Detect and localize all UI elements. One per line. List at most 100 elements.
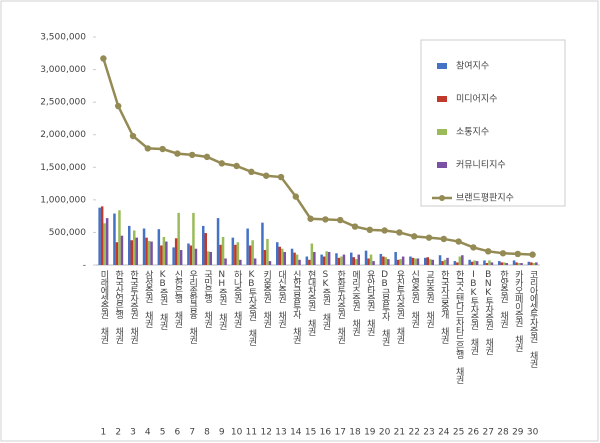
line-point — [514, 250, 521, 258]
bar — [268, 261, 272, 265]
line-point — [203, 153, 211, 161]
x-rank-label: 18 — [349, 428, 361, 438]
bar — [239, 259, 242, 265]
bar — [426, 257, 429, 265]
bar — [313, 251, 316, 265]
x-tick-label: 키움증권 채권 — [261, 270, 271, 328]
y-tick-label: 3,500,000 — [40, 33, 86, 43]
line-point — [440, 235, 447, 243]
line-point — [144, 145, 151, 152]
x-rank-label: 1 — [101, 428, 107, 438]
bar — [468, 259, 471, 265]
x-rank-label: 14 — [290, 428, 302, 438]
bar — [431, 259, 434, 265]
bar — [456, 262, 459, 265]
bar — [458, 256, 462, 265]
line-point — [455, 238, 462, 245]
bar — [290, 248, 294, 265]
bar — [520, 263, 523, 265]
x-tick-label: 미래에셋증권 채권 — [98, 270, 108, 344]
bar — [461, 255, 464, 265]
bar — [527, 261, 531, 265]
bar — [103, 223, 106, 265]
legend-label: 브랜드평판지수 — [456, 193, 514, 204]
x-rank-label: 28 — [497, 428, 509, 438]
x-rank-label: 13 — [275, 428, 286, 438]
bar — [298, 259, 301, 265]
line-point — [115, 102, 122, 110]
bar — [145, 237, 148, 265]
x-rank-label: 26 — [468, 428, 480, 438]
x-rank-label: 3 — [130, 428, 136, 438]
bar — [202, 225, 205, 265]
legend-swatch-dot — [439, 195, 445, 201]
y-tick-label: - — [83, 261, 86, 271]
bar — [399, 259, 402, 265]
bar — [503, 262, 506, 265]
bar — [322, 256, 326, 265]
x-tick-label: 코리아에셋투자증권 채권 — [528, 270, 538, 368]
x-tick-label: 교보증권 채권 — [424, 270, 434, 328]
bar — [488, 260, 491, 265]
x-tick-label: KB증권 채권 — [158, 270, 168, 330]
line-point — [307, 215, 314, 222]
bar — [231, 237, 235, 265]
x-tick-label: 대신증권 채권 — [276, 270, 286, 328]
bar — [414, 258, 417, 265]
bar — [438, 255, 442, 265]
x-tick-label: 신한금융투자 채권 — [291, 270, 301, 344]
bar — [209, 251, 212, 265]
line-point — [322, 216, 329, 223]
bar — [142, 228, 146, 265]
bar — [470, 261, 474, 265]
line-point — [263, 172, 270, 179]
x-rank-label: 5 — [160, 428, 166, 438]
bar — [130, 240, 133, 265]
bar — [192, 212, 195, 265]
bar — [219, 244, 222, 265]
bar — [266, 238, 269, 265]
bar — [133, 230, 136, 265]
bar — [350, 252, 353, 265]
x-rank-label: 27 — [482, 428, 493, 438]
y-tick-label: 1,000,000 — [40, 195, 86, 205]
x-rank-label: 24 — [438, 428, 450, 438]
line-point — [351, 223, 359, 230]
bar — [396, 259, 400, 265]
x-rank-label: 21 — [394, 428, 405, 438]
bar — [337, 257, 341, 265]
bar — [384, 257, 388, 265]
bar — [204, 233, 207, 265]
y-tick-label: 3,000,000 — [40, 65, 86, 75]
bar — [128, 225, 131, 265]
bar — [517, 263, 521, 265]
line-point — [277, 173, 285, 181]
bar — [105, 218, 109, 265]
legend-label: 커뮤니티지수 — [456, 160, 506, 171]
x-tick-label: 하나증권 채권 — [232, 270, 242, 328]
bar — [498, 261, 501, 265]
x-tick-label: 메리츠증권 채권 — [350, 270, 360, 336]
line-point — [100, 55, 107, 62]
bar — [352, 257, 355, 265]
line-point — [470, 244, 477, 251]
x-tick-label: KB투자증권 채권 — [246, 270, 256, 346]
line-point — [411, 233, 418, 240]
bar — [409, 256, 412, 265]
x-rank-label: 16 — [320, 428, 332, 438]
x-rank-label: 17 — [334, 428, 345, 438]
bar — [207, 251, 210, 265]
x-rank-label: 6 — [175, 428, 181, 438]
bar — [355, 259, 358, 265]
bar — [394, 251, 397, 265]
x-rank-label: 11 — [246, 428, 257, 438]
bar — [263, 250, 267, 265]
legend-swatch — [437, 63, 447, 69]
x-tick-label: 한국자금중개 채권 — [439, 270, 449, 344]
bar — [443, 259, 447, 265]
bar — [98, 207, 101, 265]
x-rank-label: 2 — [115, 428, 121, 438]
bar — [179, 250, 183, 265]
x-rank-label: 9 — [219, 428, 225, 438]
x-tick-label: 신한은행 채권 — [172, 270, 182, 328]
